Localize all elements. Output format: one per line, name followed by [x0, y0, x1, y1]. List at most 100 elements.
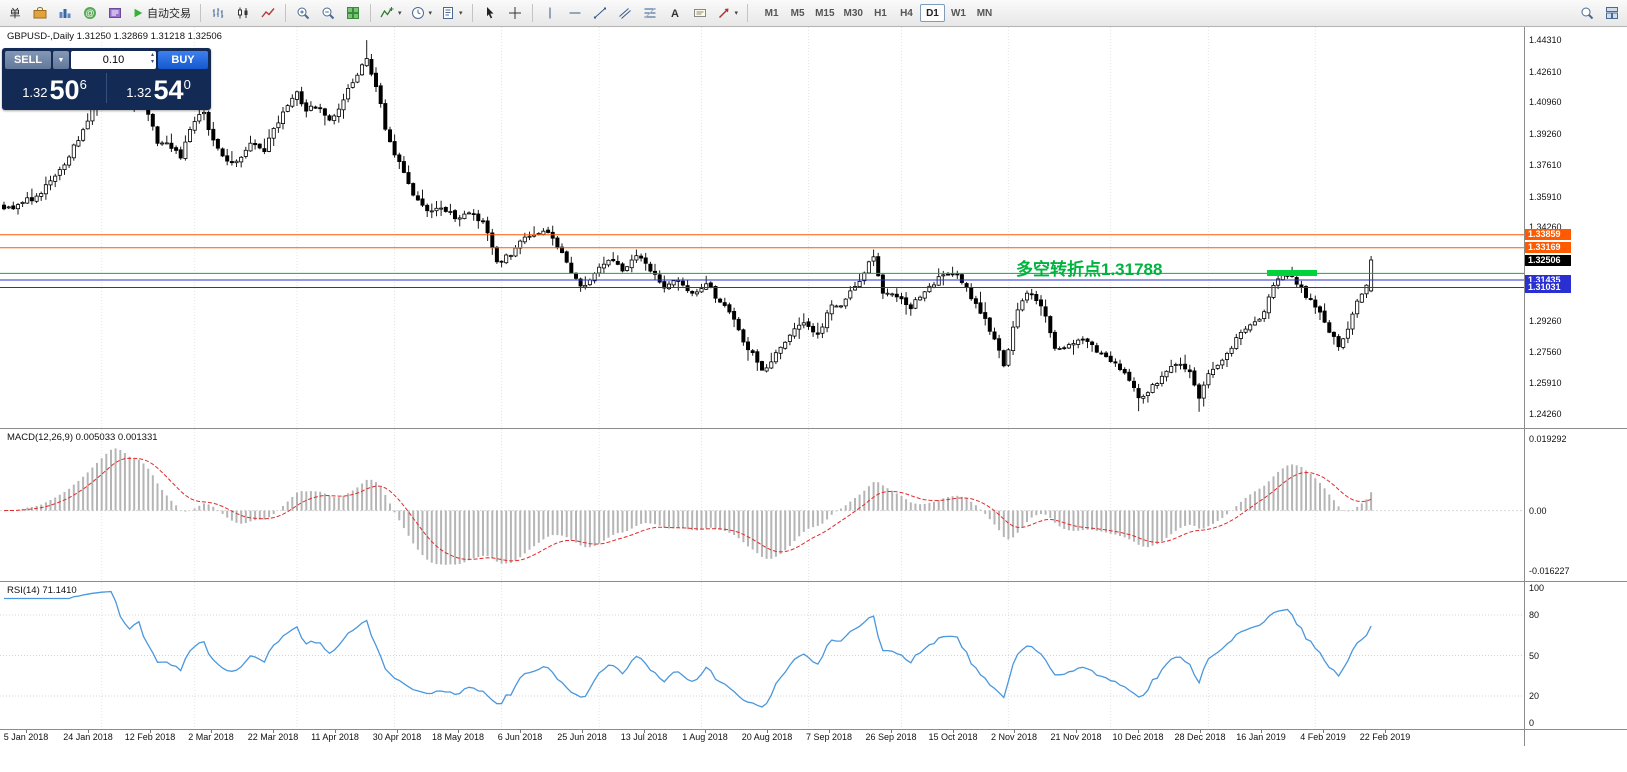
charts-profile-glyph [59, 9, 71, 18]
date-tick [335, 730, 336, 733]
timeframe-W1[interactable]: W1 [946, 4, 971, 22]
lot-dropdown-button[interactable]: ▼ [53, 51, 69, 69]
tile-windows-icon[interactable] [341, 2, 365, 24]
panel-separator[interactable] [0, 428, 1627, 429]
rsi-indicator-chart[interactable] [0, 582, 1524, 729]
date-label: 5 Jan 2018 [3, 732, 49, 742]
price-divider [106, 73, 107, 103]
lot-size-field[interactable]: ▴▾ [71, 51, 156, 69]
lot-size-input[interactable] [89, 54, 138, 66]
main-price-chart[interactable] [0, 27, 1524, 428]
label-tool-icon[interactable] [688, 2, 712, 24]
panel-separator[interactable] [0, 581, 1627, 582]
bar-chart-icon[interactable] [206, 2, 230, 24]
horizontal-line-glyph [569, 12, 581, 14]
sell-price-big: 50 [49, 75, 80, 105]
vertical-line-glyph [549, 7, 551, 19]
zoom-in-glyph [297, 7, 310, 20]
label-glyph [693, 9, 706, 17]
horizontal-line-tool-icon[interactable] [563, 2, 587, 24]
indicators-button[interactable]: ▾ [376, 2, 406, 24]
search-icon[interactable] [1575, 2, 1599, 24]
toolbox-icon[interactable] [28, 2, 52, 24]
lot-decrease-button[interactable]: ▾ [150, 59, 154, 65]
buy-price-display[interactable]: 1.32 54 0 [109, 77, 208, 105]
cursor-icon[interactable] [478, 2, 502, 24]
sell-price-sup: 6 [79, 77, 87, 92]
toolbar-separator [471, 4, 473, 22]
sell-button[interactable]: SELL [5, 51, 51, 69]
terminal-panel-icon[interactable] [103, 2, 127, 24]
panel-separator[interactable] [0, 729, 1627, 730]
cursor-glyph [486, 7, 494, 19]
buy-price-sup: 0 [183, 77, 191, 92]
macd-label: MACD(12,26,9) 0.005033 0.001331 [7, 432, 158, 443]
date-label: 30 Apr 2018 [372, 732, 422, 742]
trendline-tool-icon[interactable] [588, 2, 612, 24]
window-layout-icon[interactable] [1600, 2, 1624, 24]
channel-glyph [618, 8, 631, 19]
community-icon[interactable]: @ [78, 2, 102, 24]
fibonacci-tool-icon[interactable] [638, 2, 662, 24]
date-tick [150, 730, 151, 733]
timeframe-M1[interactable]: M1 [759, 4, 784, 22]
timeframe-M30[interactable]: M30 [840, 4, 867, 22]
chart-ohlc-header: GBPUSD-,Daily 1.31250 1.32869 1.31218 1.… [7, 31, 222, 42]
line-chart-icon[interactable] [256, 2, 280, 24]
timeframe-M15[interactable]: M15 [811, 4, 838, 22]
sell-price-display[interactable]: 1.32 50 6 [5, 77, 104, 105]
timeframe-H4[interactable]: H4 [894, 4, 919, 22]
scale-label: 1.37610 [1529, 160, 1562, 170]
crosshair-glyph [508, 7, 521, 19]
zoom-out-icon[interactable] [316, 2, 340, 24]
vertical-line-tool-icon[interactable] [538, 2, 562, 24]
date-label: 22 Mar 2018 [247, 732, 299, 742]
text-tool-icon[interactable]: A [663, 2, 687, 24]
date-tick [1076, 730, 1077, 733]
autotrade-button[interactable]: 自动交易 [128, 2, 195, 24]
date-label: 4 Feb 2019 [1300, 732, 1346, 742]
timeframe-D1[interactable]: D1 [919, 4, 945, 22]
scale-label: 1.27560 [1529, 347, 1562, 357]
timeframe-MN[interactable]: MN [972, 4, 997, 22]
zoom-in-icon[interactable] [291, 2, 315, 24]
date-tick [891, 730, 892, 733]
periods-button[interactable]: ▾ [407, 2, 437, 24]
date-label: 21 Nov 2018 [1050, 732, 1102, 742]
toolbar-separator [531, 4, 533, 22]
macd-indicator-chart[interactable] [0, 429, 1524, 581]
date-label: 2 Nov 2018 [990, 732, 1038, 742]
timeframe-H1[interactable]: H1 [868, 4, 893, 22]
date-tick [767, 730, 768, 733]
templates-button[interactable]: ▾ [437, 2, 467, 24]
charts-profile-icon[interactable] [53, 2, 77, 24]
crosshair-icon[interactable] [503, 2, 527, 24]
scale-label: 1.35910 [1529, 192, 1562, 202]
date-label: 2 Mar 2018 [188, 732, 234, 742]
autotrade-label: 自动交易 [147, 8, 191, 20]
arrows-tool-button[interactable]: ▾ [713, 2, 743, 24]
date-tick [1385, 730, 1386, 733]
template-glyph [443, 7, 454, 19]
date-label: 10 Dec 2018 [1112, 732, 1164, 742]
buy-button[interactable]: BUY [158, 51, 208, 69]
equidistant-channel-tool-icon[interactable] [613, 2, 637, 24]
macd-signal-line [3, 457, 1372, 562]
rsi-line [4, 590, 1372, 708]
toolbox-glyph [33, 7, 47, 19]
candlestick-chart-icon[interactable] [231, 2, 255, 24]
lot-increase-button[interactable]: ▴ [150, 52, 154, 58]
scale-label: 1.34260 [1529, 222, 1562, 232]
date-label: 22 Feb 2019 [1359, 732, 1411, 742]
price-tag: 1.33859 [1525, 229, 1571, 240]
timeframe-M5[interactable]: M5 [785, 4, 810, 22]
scale-label: 20 [1529, 691, 1540, 701]
highlight-line-segment[interactable] [1267, 270, 1317, 276]
date-tick [1138, 730, 1139, 733]
new-order-button[interactable]: 单 [3, 2, 27, 24]
date-tick [88, 730, 89, 733]
pivot-annotation: 多空转折点1.31788 [1016, 260, 1163, 279]
clock-icon [411, 7, 424, 19]
